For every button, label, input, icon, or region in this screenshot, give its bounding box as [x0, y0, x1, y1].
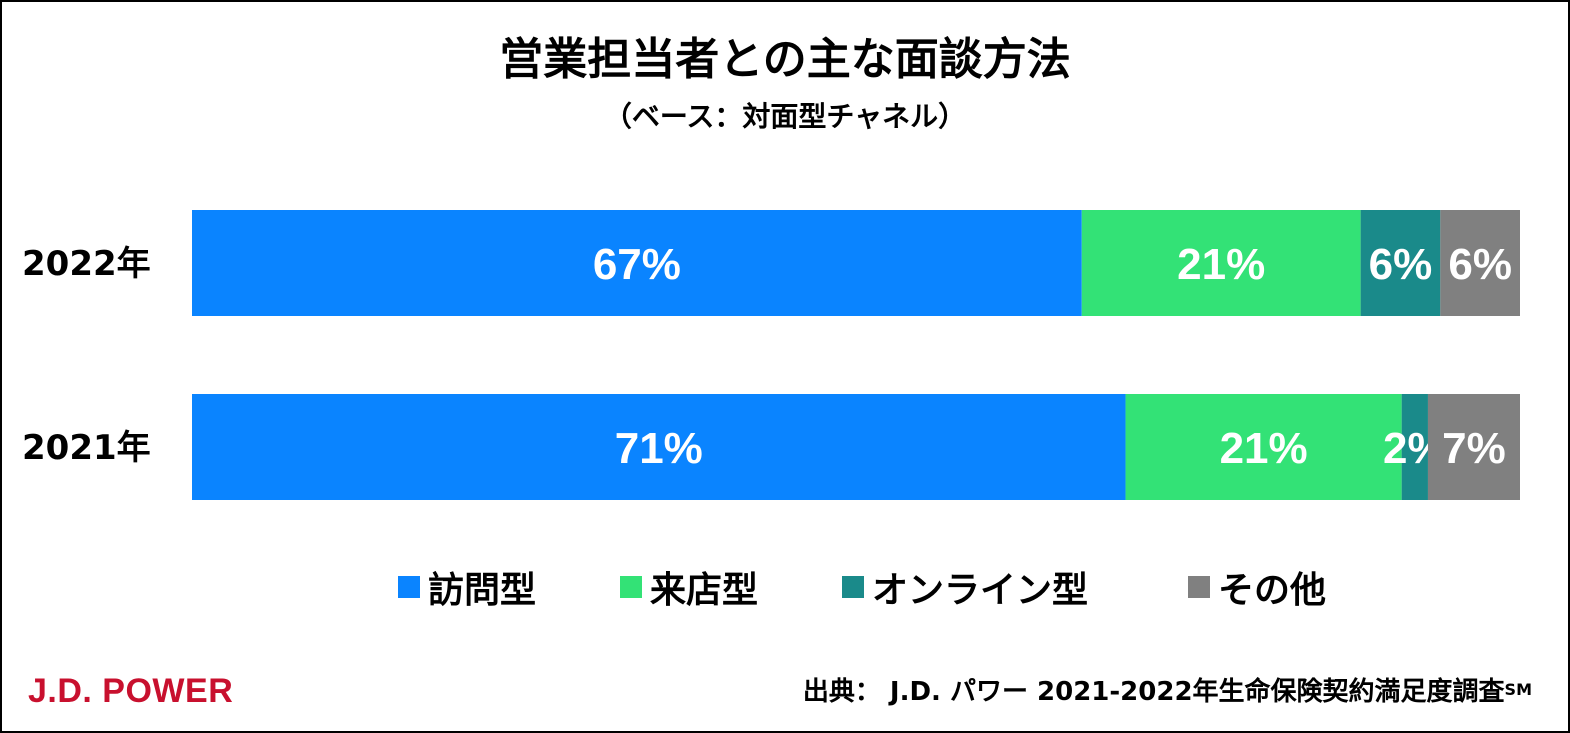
category-label: 2022年: [22, 244, 151, 284]
service-mark: SM: [1504, 680, 1532, 699]
legend-swatch: [398, 576, 420, 598]
source-text: 出典： J.D. パワー 2021-2022年生命保険契約満足度調査: [802, 677, 1505, 707]
legend-item: 来店型: [620, 557, 758, 617]
data-label: 7%: [1442, 424, 1506, 473]
legend-label: 訪問型: [428, 570, 537, 611]
legend-label: その他: [1218, 570, 1327, 611]
legend-swatch: [1188, 576, 1210, 598]
bar-segment: [192, 394, 1126, 500]
data-label: 67%: [593, 240, 681, 289]
legend-label: オンライン型: [872, 570, 1089, 611]
legend-label: 来店型: [650, 570, 759, 611]
category-label: 2021年: [22, 428, 151, 468]
data-label: 21%: [1177, 240, 1265, 289]
chart-title: 営業担当者との主な面談方法: [499, 34, 1071, 85]
legend-item: 訪問型: [398, 557, 536, 617]
legend-item: その他: [1188, 557, 1326, 617]
data-label: 6%: [1369, 240, 1433, 289]
source-note: 出典： J.D. パワー 2021-2022年生命保険契約満足度調査SM: [803, 670, 1532, 714]
bar-segment: [1427, 394, 1520, 500]
legend-item: オンライン型: [842, 557, 1088, 617]
legend-swatch: [842, 576, 864, 598]
data-label: 71%: [615, 424, 703, 473]
brand-logo: J.D. POWER: [28, 672, 234, 710]
legend-swatch: [620, 576, 642, 598]
chart-subtitle: （ベース：対面型チャネル）: [603, 100, 967, 133]
bar-segment: [1081, 210, 1361, 316]
bar-segment: [192, 210, 1082, 316]
bar-segment: [1440, 210, 1520, 316]
bar-segment: [1125, 394, 1402, 500]
bar-segment: [1360, 210, 1441, 316]
legend: 訪問型 来店型 オンライン型 その他: [2, 557, 1568, 617]
data-label: 6%: [1448, 240, 1512, 289]
data-label: 21%: [1220, 424, 1308, 473]
bar-segment: [1401, 394, 1428, 500]
